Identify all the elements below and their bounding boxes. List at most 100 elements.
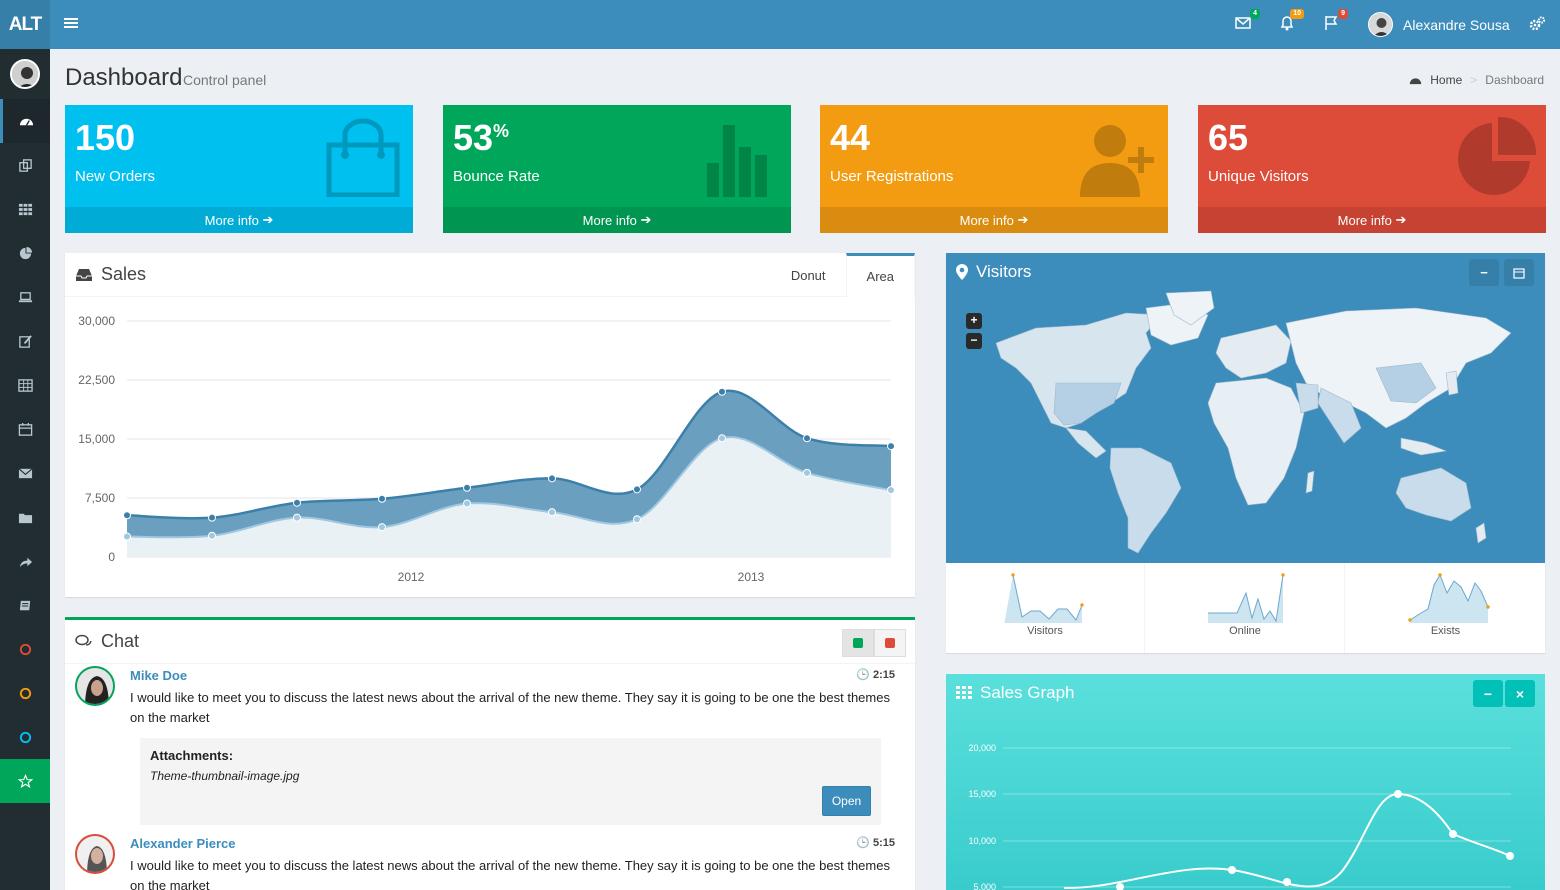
visitors-header: Visitors (956, 262, 1031, 282)
files-icon (18, 158, 32, 172)
attachment-heading: Attachments: (150, 748, 234, 763)
sidebar (0, 49, 50, 890)
sidebar-item-label-info[interactable] (0, 715, 50, 759)
y-tick-label: 20,000 (968, 743, 996, 753)
y-tick-label: 15,000 (968, 789, 996, 799)
share-icon (19, 557, 32, 567)
sidebar-item-calendar[interactable] (0, 407, 50, 451)
circle-aqua-icon (19, 731, 31, 743)
attachment-box: Attachments: Theme-thumbnail-image.jpg O… (140, 738, 881, 825)
gears-icon[interactable] (1528, 15, 1546, 33)
status-online-button[interactable] (842, 629, 874, 657)
y-tick-label: 0 (108, 550, 115, 564)
data-point[interactable] (208, 531, 216, 540)
sidebar-item-multilevel[interactable] (0, 539, 50, 583)
data-point[interactable] (378, 494, 386, 503)
data-point[interactable] (463, 499, 471, 508)
line-series-2 (126, 436, 892, 539)
stat-value: 44 (830, 117, 871, 158)
zoom-in-button[interactable]: + (966, 313, 982, 329)
data-point[interactable] (548, 508, 556, 517)
data-point[interactable] (378, 523, 386, 532)
tab-donut[interactable]: Donut (790, 267, 826, 283)
status-offline-button[interactable] (874, 629, 906, 657)
notifications-badge: 10 (1290, 9, 1304, 19)
data-point[interactable] (718, 434, 726, 443)
sidebar-item-pages[interactable] (0, 143, 50, 187)
more-info-link[interactable]: More info ➔ (1198, 207, 1546, 233)
circle-yellow-icon (19, 687, 31, 699)
message-author[interactable]: Alexander Pierce (130, 836, 236, 851)
inbox-icon (76, 268, 92, 281)
visitors-panel: Visitors − + − (946, 253, 1545, 653)
data-point[interactable] (633, 485, 641, 494)
sparkline-chart (1408, 573, 1490, 623)
menu-toggle-icon[interactable] (64, 16, 78, 32)
app-logo[interactable]: ALT (0, 0, 50, 49)
message-time: 🕒 2:15 (856, 669, 895, 681)
breadcrumb: Home > Dashboard (1409, 73, 1544, 87)
y-tick-label: 10,000 (968, 836, 996, 846)
sidebar-item-favorites[interactable] (0, 759, 50, 803)
data-point[interactable] (463, 483, 471, 492)
sidebar-item-dashboard[interactable] (0, 99, 50, 143)
data-point[interactable] (887, 486, 895, 495)
flag-icon[interactable]: 9 (1322, 9, 1348, 34)
data-point[interactable] (293, 498, 301, 507)
sidebar-item-forms[interactable] (0, 319, 50, 363)
stat-label: Bounce Rate (453, 168, 540, 185)
data-point[interactable] (718, 387, 726, 396)
collapse-button[interactable]: − (1473, 680, 1503, 707)
close-button[interactable]: × (1505, 680, 1535, 707)
user-menu[interactable]: Alexandre Sousa (1368, 12, 1510, 37)
sidebar-item-label-important[interactable] (0, 627, 50, 671)
more-info-link[interactable]: More info ➔ (820, 207, 1168, 233)
chat-header: Chat (65, 620, 915, 664)
sidebar-item-tables[interactable] (0, 363, 50, 407)
breadcrumb-home[interactable]: Home (1430, 73, 1463, 87)
sidebar-item-mailbox[interactable] (0, 451, 50, 495)
data-point[interactable] (803, 434, 811, 443)
more-info-link[interactable]: More info ➔ (443, 207, 791, 233)
sales-area-chart: 30,000 22,500 15,000 7,500 0 2012 2013 (78, 314, 895, 584)
collapse-button[interactable]: − (1469, 259, 1499, 286)
bell-icon[interactable]: 10 (1278, 9, 1304, 34)
data-point[interactable] (293, 513, 301, 522)
tasks-badge: 9 (1338, 9, 1348, 19)
data-point[interactable] (123, 532, 131, 541)
sidebar-item-charts[interactable] (0, 231, 50, 275)
tab-area[interactable]: Area (845, 253, 915, 297)
data-point[interactable] (123, 511, 131, 520)
y-tick-label: 15,000 (78, 432, 115, 446)
sidebar-item-examples[interactable] (0, 495, 50, 539)
sidebar-avatar[interactable] (10, 59, 40, 89)
data-point[interactable] (803, 468, 811, 477)
stat-box-bounce: 53% Bounce Rate More info ➔ (443, 105, 791, 233)
sidebar-item-widgets[interactable] (0, 187, 50, 231)
line-series-1 (126, 389, 892, 520)
sales-title: Sales (101, 264, 147, 284)
sidebar-item-label-warning[interactable] (0, 671, 50, 715)
pie-chart-icon (19, 246, 32, 259)
y-tick-label: 5,000 (973, 882, 996, 890)
data-point[interactable] (887, 442, 895, 451)
data-point[interactable] (208, 513, 216, 522)
date-range-button[interactable] (1504, 259, 1534, 286)
zoom-out-button[interactable]: − (966, 333, 982, 349)
open-button[interactable]: Open (822, 786, 871, 816)
data-point[interactable] (633, 515, 641, 524)
sidebar-item-documentation[interactable] (0, 583, 50, 627)
grid-icon (956, 686, 972, 699)
message-author[interactable]: Mike Doe (130, 668, 188, 683)
avatar[interactable] (75, 666, 115, 706)
x-tick-label: 2013 (738, 570, 765, 584)
sparkline-label: Visitors (1027, 625, 1063, 637)
more-info-link[interactable]: More info ➔ (65, 207, 413, 233)
sparkline-visitors: Visitors (946, 563, 1145, 653)
mail-icon[interactable]: 4 (1234, 9, 1260, 34)
stat-box-visitors: 65 Unique Visitors More info ➔ (1198, 105, 1546, 233)
sidebar-item-ui[interactable] (0, 275, 50, 319)
data-point[interactable] (548, 474, 556, 483)
shopping-bag-icon (326, 118, 400, 197)
avatar[interactable] (75, 834, 115, 874)
